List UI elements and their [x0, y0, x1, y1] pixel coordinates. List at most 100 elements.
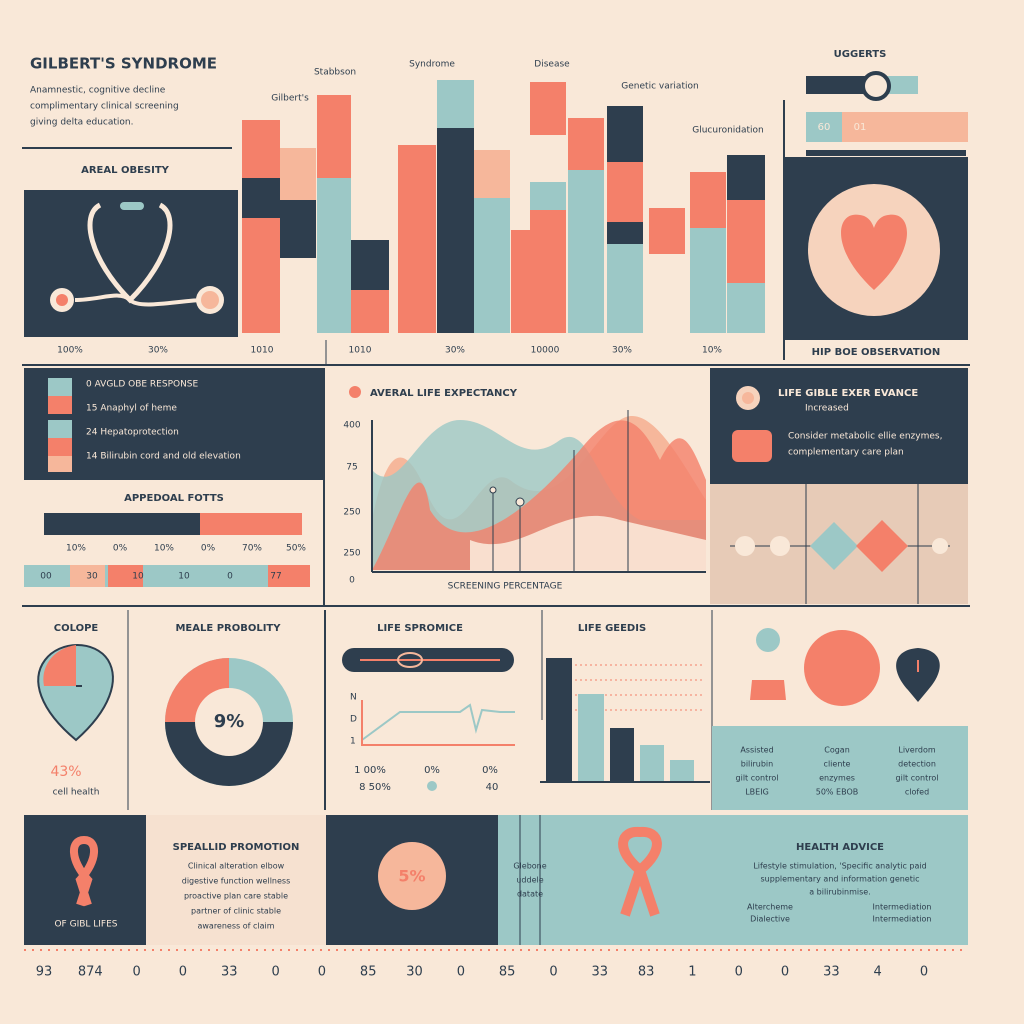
text: partner of clinic stable [191, 907, 281, 916]
footer-number: 0 [457, 965, 465, 980]
info-text: 50% EBOB [816, 788, 859, 797]
panel-title: MEALE PROBOLITY [175, 623, 281, 634]
info-text: bilirubin [741, 760, 773, 769]
value: 0% [424, 765, 440, 776]
bar-label: Gilbert's [271, 94, 309, 104]
axis-label: 10% [702, 346, 722, 356]
cell: 0 [227, 572, 233, 582]
footer-number: 33 [592, 965, 609, 980]
footer-number: 30 [406, 965, 423, 980]
info-text: gilt control [736, 774, 779, 783]
footer-number: 0 [179, 965, 187, 980]
y-tick-label: 400 [343, 421, 360, 431]
footer-number: 0 [735, 965, 743, 980]
footer-number: 0 [920, 965, 928, 980]
text: Glebone [513, 862, 546, 871]
value: 60 [818, 122, 831, 133]
axis-label: 10000 [531, 346, 560, 356]
footer-number: 0 [549, 965, 557, 980]
tick-label: 0% [113, 544, 128, 554]
info-text: Liverdom [898, 746, 935, 755]
footer-number: 0 [781, 965, 789, 980]
cell: 30 [86, 572, 98, 582]
circle-value: 5% [398, 867, 425, 886]
layout [22, 71, 970, 951]
panel-title: SPEALLID PROMOTION [173, 842, 300, 853]
bar-label: Syndrome [409, 60, 455, 70]
y-label: N [350, 693, 357, 703]
footer-number: 85 [360, 965, 377, 980]
cell: 77 [270, 572, 281, 582]
tick-label: 10% [154, 544, 174, 554]
value: 1 00% [354, 765, 386, 776]
y-tick-label: 250 [343, 549, 360, 559]
panel-title: COLOPE [54, 623, 99, 634]
panel-title: LIFE GEEDIS [578, 623, 646, 634]
text: supplementary and information genetic [761, 875, 920, 884]
value: 0% [482, 765, 498, 776]
footer-number: 874 [78, 965, 103, 980]
tick-label: 0% [201, 544, 216, 554]
value: 8 50% [359, 782, 391, 793]
info-text: cliente [824, 760, 851, 769]
bar-label: Genetic variation [621, 82, 698, 92]
cell: 00 [40, 572, 52, 582]
note: Intermediation [873, 903, 932, 912]
tick-label: 70% [242, 544, 262, 554]
subtitle: Increased [805, 404, 849, 414]
note: Dialective [750, 915, 790, 924]
cell: 10 [178, 572, 190, 582]
donut-value: 9% [214, 711, 245, 732]
value: 40 [486, 782, 499, 793]
footer-number: 93 [36, 965, 53, 980]
info-text: gilt control [896, 774, 939, 783]
text: datate [517, 890, 543, 899]
note: Intermediation [873, 915, 932, 924]
footer-number: 1 [688, 965, 696, 980]
y-tick-label: 250 [343, 508, 360, 518]
text: awareness of claim [197, 922, 274, 931]
panel-title: APPEDOAL FOTTS [124, 493, 224, 504]
panel-title: LIFE GIBLE EXER EVANCE [778, 388, 918, 399]
legend-item: 0 AVGLD OBE RESPONSE [86, 380, 199, 390]
legend-item: 24 Hepatoprotection [86, 428, 179, 438]
info-text: clofed [905, 788, 929, 797]
legend-item: 15 Anaphyl of heme [86, 404, 177, 414]
footer-number: 0 [132, 965, 140, 980]
axis-label: 1010 [251, 346, 274, 356]
axis-label: 30% [148, 346, 168, 356]
value: 43% [50, 764, 81, 780]
cell: 10 [132, 572, 144, 582]
note: Altercheme [747, 903, 793, 912]
axis-label: 100% [57, 346, 83, 356]
value: 01 [854, 122, 867, 133]
description: complimentary clinical screening [30, 102, 179, 112]
footer-number: 85 [499, 965, 516, 980]
axis-label: 30% [445, 346, 465, 356]
bar-label: Glucuronidation [692, 126, 764, 136]
text: digestive function wellness [182, 877, 291, 886]
footer-number: 0 [318, 965, 326, 980]
y-label: 1 [350, 737, 356, 747]
info-text: Assisted [740, 746, 773, 755]
x-axis-label: SCREENING PERCENTAGE [448, 582, 563, 592]
text: Consider metabolic ellie enzymes, [788, 432, 942, 442]
info-text: enzymes [819, 774, 855, 783]
chart-title: AVERAL LIFE EXPECTANCY [370, 388, 518, 399]
info-text: LBEIG [745, 788, 769, 797]
text: a bilirubinmise. [809, 888, 871, 897]
bar-label: Disease [534, 60, 570, 70]
text: uddele [516, 876, 543, 885]
tick-label: 50% [286, 544, 306, 554]
bar-label: Stabbson [314, 68, 356, 78]
description: Anamnestic, cognitive decline [30, 86, 166, 96]
text: Lifestyle stimulation, 'Specific analyti… [753, 862, 926, 871]
info-text: detection [898, 760, 936, 769]
footer-number: 33 [823, 965, 840, 980]
text: proactive plan care stable [184, 892, 288, 901]
panel-title: AREAL OBESITY [81, 165, 170, 176]
legend-item: 14 Bilirubin cord and old elevation [86, 452, 241, 462]
footer-number: 4 [874, 965, 882, 980]
title: GILBERT'S SYNDROME [30, 55, 217, 73]
